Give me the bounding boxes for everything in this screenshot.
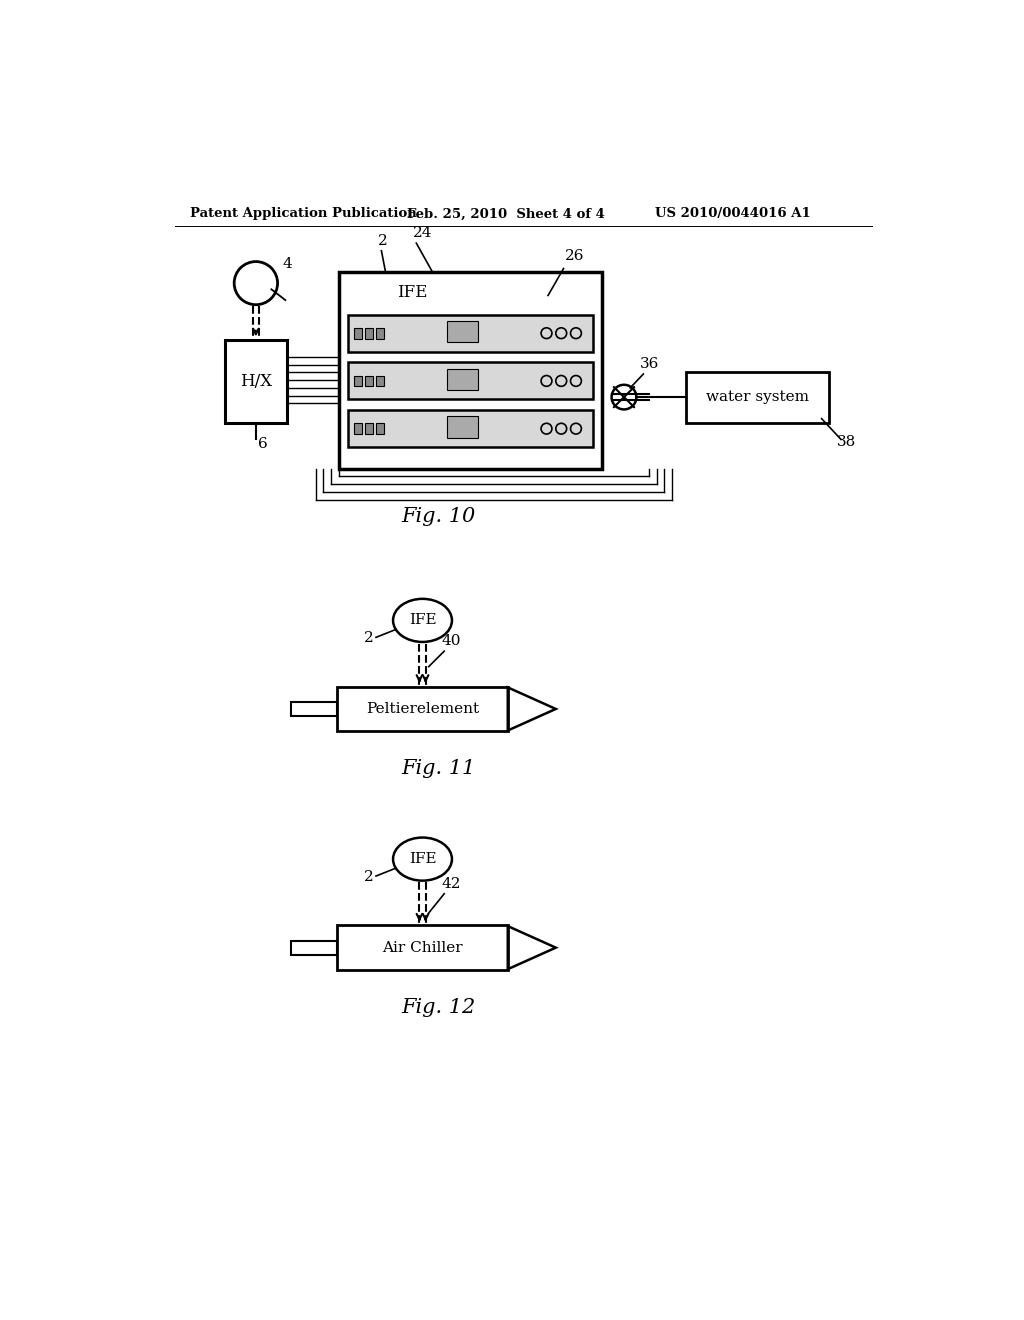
Text: IFE: IFE <box>409 853 436 866</box>
Text: 4: 4 <box>283 256 292 271</box>
Text: 2: 2 <box>364 631 374 645</box>
Bar <box>447 368 478 391</box>
Bar <box>376 376 384 387</box>
Text: Air Chiller: Air Chiller <box>382 941 463 954</box>
Bar <box>447 416 478 438</box>
Bar <box>376 327 384 339</box>
Bar <box>291 702 337 715</box>
Text: IFE: IFE <box>409 614 436 627</box>
Bar <box>447 321 478 342</box>
Text: H/X: H/X <box>240 374 272 391</box>
Text: Patent Application Publication: Patent Application Publication <box>190 207 417 220</box>
Bar <box>686 372 829 422</box>
Text: Feb. 25, 2010  Sheet 4 of 4: Feb. 25, 2010 Sheet 4 of 4 <box>407 207 605 220</box>
Text: water system: water system <box>707 391 809 404</box>
Text: Fig. 10: Fig. 10 <box>400 507 475 525</box>
Text: 2: 2 <box>378 234 387 248</box>
Text: Fig. 12: Fig. 12 <box>400 998 475 1018</box>
Bar <box>354 424 362 434</box>
Bar <box>225 341 287 424</box>
Bar <box>366 327 373 339</box>
Text: Peltierelement: Peltierelement <box>366 702 479 715</box>
Bar <box>366 424 373 434</box>
Text: Fig. 11: Fig. 11 <box>400 759 475 779</box>
Text: 26: 26 <box>565 249 585 263</box>
Bar <box>291 941 337 954</box>
Bar <box>354 327 362 339</box>
Text: 24: 24 <box>414 226 433 240</box>
Text: US 2010/0044016 A1: US 2010/0044016 A1 <box>655 207 811 220</box>
Text: 2: 2 <box>364 870 374 883</box>
Text: 38: 38 <box>838 434 856 449</box>
Bar <box>348 314 593 351</box>
Bar <box>337 925 508 970</box>
Text: 6: 6 <box>258 437 268 451</box>
Bar <box>366 376 373 387</box>
Bar <box>339 272 602 469</box>
Text: 36: 36 <box>640 356 658 371</box>
Bar <box>376 424 384 434</box>
Bar <box>337 686 508 731</box>
Bar <box>348 363 593 400</box>
Text: 42: 42 <box>442 878 462 891</box>
Bar <box>348 411 593 447</box>
Text: 40: 40 <box>442 634 462 648</box>
Text: IFE: IFE <box>397 284 427 301</box>
Bar <box>354 376 362 387</box>
